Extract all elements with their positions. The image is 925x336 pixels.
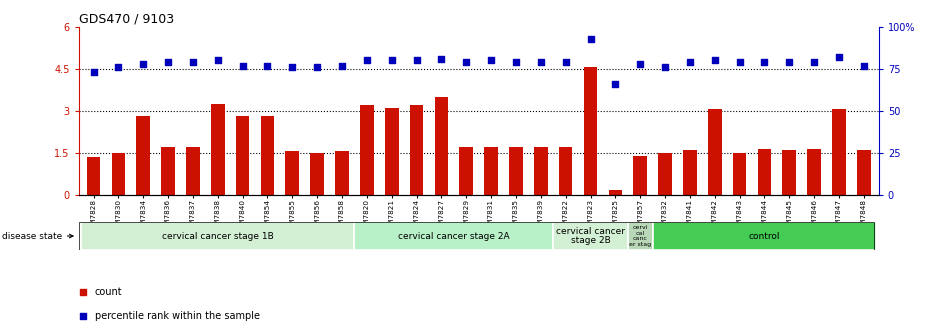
Point [235,63,250,68]
Point [360,58,375,63]
Bar [783,150,796,195]
Point [285,65,300,70]
Bar [460,147,473,195]
Bar [832,109,845,195]
Bar [136,117,150,195]
Point [708,58,722,63]
Point [683,59,697,65]
Text: cervical cancer stage 2A: cervical cancer stage 2A [398,232,510,241]
Point [484,58,499,63]
Text: control: control [748,232,780,241]
Point [608,81,623,87]
Bar [335,151,349,195]
Point [658,65,672,70]
Bar [186,147,200,195]
Text: cervical cancer stage 1B: cervical cancer stage 1B [162,232,274,241]
Bar [286,151,299,195]
Bar [311,154,324,195]
Point [807,59,821,65]
Bar [758,149,771,195]
Bar [634,156,647,195]
Bar [609,190,623,195]
Point [583,36,598,41]
Point [534,59,549,65]
Bar [857,150,870,195]
Text: count: count [95,287,122,297]
Bar [385,108,399,195]
Point [86,70,101,75]
Bar [653,222,876,250]
Point [310,65,325,70]
Bar [708,109,722,195]
Bar [435,97,449,195]
Point [559,59,574,65]
Point [757,59,771,65]
Bar [509,147,523,195]
Point [733,59,747,65]
Bar [354,222,553,250]
Bar [87,157,101,195]
Text: GDS470 / 9103: GDS470 / 9103 [79,13,174,26]
Point [459,59,474,65]
Bar [211,104,225,195]
Bar [485,147,498,195]
Point [344,117,359,122]
Point [210,58,225,63]
Bar [683,150,697,195]
Point [136,61,151,67]
Bar [553,222,628,250]
Point [384,58,399,63]
Bar [112,153,125,195]
Bar [584,67,598,195]
Bar [733,154,746,195]
Bar [534,147,548,195]
Text: disease state: disease state [2,232,73,241]
Bar [410,105,424,195]
Bar [659,154,672,195]
Point [633,61,648,67]
Bar [161,147,175,195]
Bar [628,222,653,250]
Point [857,63,871,68]
Bar [261,116,275,195]
Bar [360,105,374,195]
Point [161,59,176,65]
Point [186,59,201,65]
Point [832,54,846,60]
Bar [81,222,354,250]
Text: percentile rank within the sample: percentile rank within the sample [95,311,260,321]
Bar [559,147,573,195]
Point [434,56,449,61]
Point [335,63,350,68]
Bar [236,116,250,195]
Point [111,65,126,70]
Point [509,59,524,65]
Point [409,58,424,63]
Point [782,59,796,65]
Text: cervical cancer
stage 2B: cervical cancer stage 2B [556,227,625,245]
Point [260,63,275,68]
Bar [808,149,821,195]
Text: cervi
cal
canc
er stag: cervi cal canc er stag [629,225,651,247]
